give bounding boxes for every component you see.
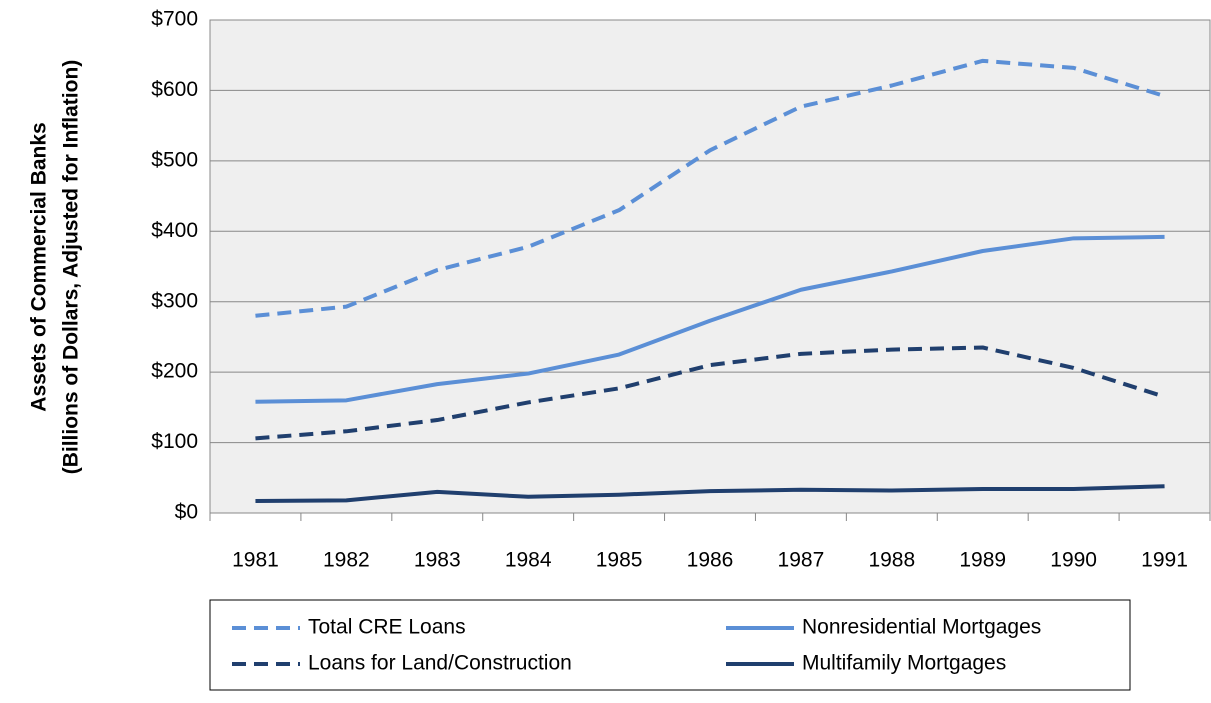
legend-label: Nonresidential Mortgages [802,616,1041,639]
x-tick-label: 1986 [687,549,734,572]
legend-label: Loans for Land/Construction [308,652,572,675]
x-tick-label: 1984 [505,549,552,572]
y-tick-label: $0 [175,501,198,524]
y-tick-label: $500 [151,148,198,171]
y-tick-label: $400 [151,219,198,242]
x-tick-label: 1985 [596,549,643,572]
y-axis-label: (Billions of Dollars, Adjusted for Infla… [60,60,83,475]
legend [209,599,1131,691]
y-tick-label: $700 [151,8,198,31]
x-tick-label: 1981 [232,549,279,572]
y-tick-label: $200 [151,360,198,383]
x-tick-label: 1991 [1141,549,1188,572]
series-line [255,58,1166,318]
x-tick-label: 1988 [868,549,915,572]
legend-label: Multifamily Mortgages [802,652,1006,675]
y-axis-label: Assets of Commercial Banks [28,122,51,411]
y-tick-label: $600 [151,78,198,101]
x-tick-label: 1982 [323,549,370,572]
y-tick-label: $300 [151,289,198,312]
plot-area [209,19,1211,514]
y-tick-label: $100 [151,430,198,453]
series-line [255,234,1165,404]
x-tick-label: 1983 [414,549,461,572]
x-tick-label: 1989 [959,549,1006,572]
series-line [255,484,1165,504]
x-tick-label: 1987 [778,549,825,572]
x-tick-label: 1990 [1050,549,1097,572]
legend-label: Total CRE Loans [308,616,466,639]
